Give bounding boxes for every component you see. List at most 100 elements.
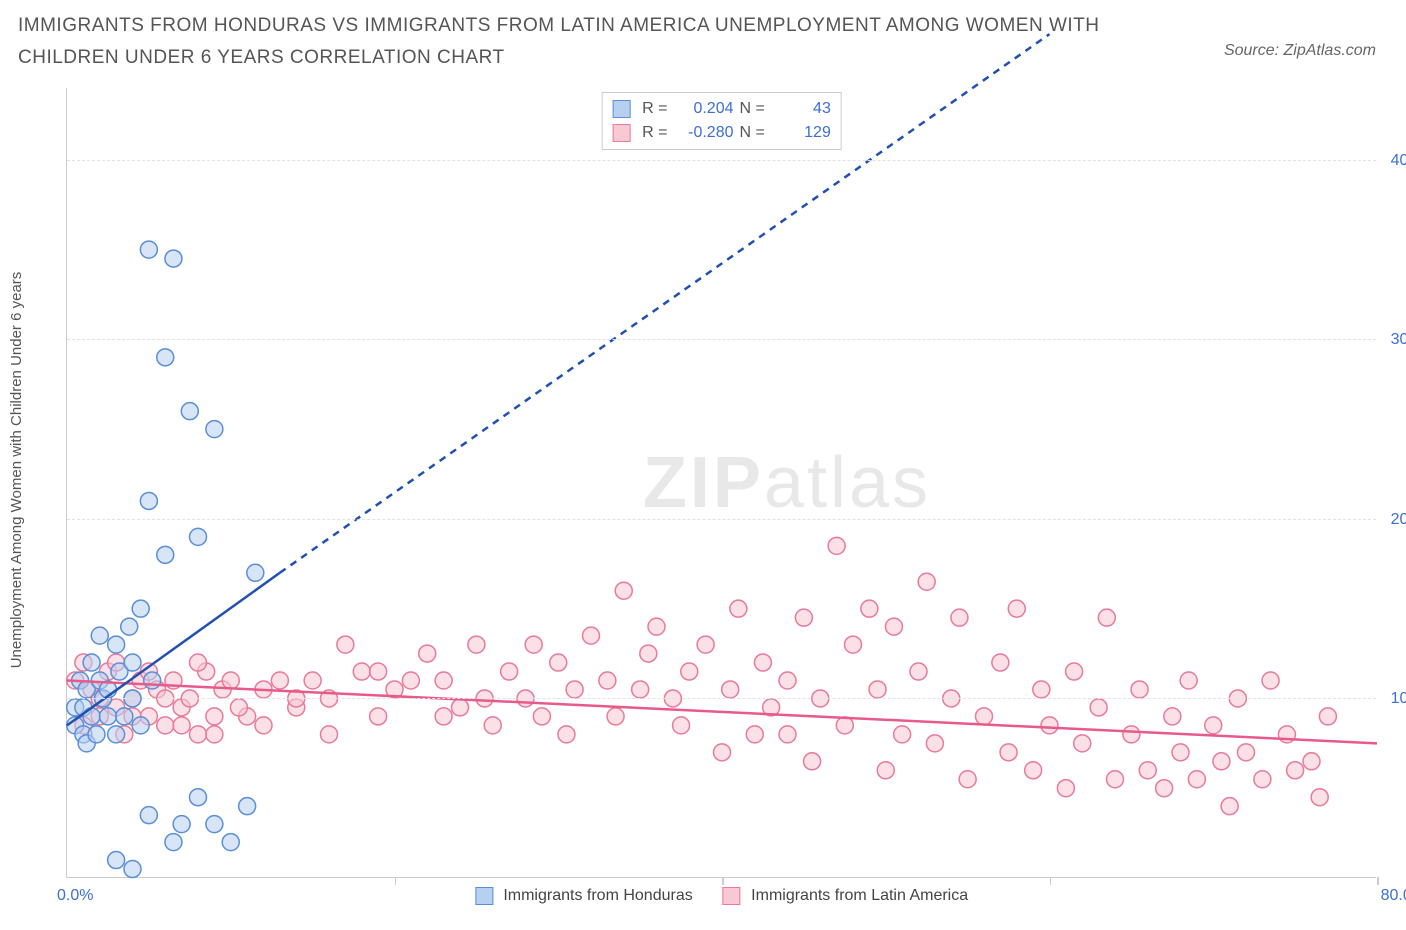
data-point [1008, 600, 1025, 617]
data-point [190, 726, 207, 743]
gridline: 20.0% [67, 519, 1376, 520]
data-point [1033, 681, 1050, 698]
data-point [795, 609, 812, 626]
stats-legend: R = 0.204 N = 43 R = -0.280 N = 129 [601, 92, 842, 150]
data-point [206, 726, 223, 743]
x-axis-start-label: 0.0% [57, 887, 93, 905]
data-point [1066, 663, 1083, 680]
data-point [99, 708, 116, 725]
data-point [877, 762, 894, 779]
data-point [648, 618, 665, 635]
data-point [1287, 762, 1304, 779]
data-point [1172, 744, 1189, 761]
data-point [157, 717, 174, 734]
data-point [222, 672, 239, 689]
x-tick [395, 877, 397, 885]
data-point [1139, 762, 1156, 779]
data-point [583, 627, 600, 644]
data-point [1262, 672, 1279, 689]
data-point [468, 636, 485, 653]
data-point [124, 654, 141, 671]
y-tick-label: 10.0% [1391, 690, 1406, 708]
x-tick [722, 877, 724, 885]
legend-item-honduras: Immigrants from Honduras [475, 887, 693, 905]
data-point [1107, 771, 1124, 788]
data-point [484, 717, 501, 734]
data-point [1000, 744, 1017, 761]
data-point [976, 708, 993, 725]
data-point [640, 645, 657, 662]
data-point [615, 582, 632, 599]
data-point [140, 241, 157, 258]
data-point [754, 654, 771, 671]
data-point [1319, 708, 1336, 725]
data-point [190, 789, 207, 806]
data-point [271, 672, 288, 689]
data-point [599, 672, 616, 689]
data-point [1041, 717, 1058, 734]
data-point [1025, 762, 1042, 779]
data-point [959, 771, 976, 788]
data-point [1221, 798, 1238, 815]
data-point [173, 816, 190, 833]
data-point [558, 726, 575, 743]
data-point [173, 717, 190, 734]
data-point [419, 645, 436, 662]
data-point [566, 681, 583, 698]
data-point [190, 654, 207, 671]
data-point [681, 663, 698, 680]
data-point [435, 672, 452, 689]
y-axis-label: Unemployment Among Women with Children U… [8, 272, 25, 669]
data-point [697, 636, 714, 653]
data-point [533, 708, 550, 725]
series-legend: Immigrants from Honduras Immigrants from… [475, 887, 968, 905]
data-point [861, 600, 878, 617]
data-point [1074, 735, 1091, 752]
x-tick [1050, 877, 1052, 885]
swatch-latin-america-icon [612, 124, 630, 142]
stats-legend-row-latin-america: R = -0.280 N = 129 [612, 121, 831, 145]
data-point [1188, 771, 1205, 788]
data-point [1156, 780, 1173, 797]
data-point [157, 349, 174, 366]
source-attribution: Source: ZipAtlas.com [1224, 42, 1376, 60]
data-point [1205, 717, 1222, 734]
chart-title: IMMIGRANTS FROM HONDURAS VS IMMIGRANTS F… [18, 10, 1118, 75]
data-point [910, 663, 927, 680]
swatch-honduras-icon [475, 887, 493, 905]
data-point [1303, 753, 1320, 770]
data-point [370, 663, 387, 680]
data-point [992, 654, 1009, 671]
data-point [1057, 780, 1074, 797]
data-point [121, 618, 138, 635]
data-point [247, 564, 264, 581]
data-point [116, 708, 133, 725]
data-point [83, 654, 100, 671]
plot-svg [67, 88, 1376, 877]
y-tick-label: 40.0% [1391, 152, 1406, 170]
data-point [673, 717, 690, 734]
data-point [124, 861, 141, 878]
data-point [452, 699, 469, 716]
data-point [746, 726, 763, 743]
data-point [1180, 672, 1197, 689]
data-point [1164, 708, 1181, 725]
data-point [918, 573, 935, 590]
data-point [779, 726, 796, 743]
data-point [1090, 699, 1107, 716]
gridline: 30.0% [67, 339, 1376, 340]
data-point [828, 537, 845, 554]
data-point [165, 834, 182, 851]
data-point [304, 672, 321, 689]
data-point [1238, 744, 1255, 761]
data-point [206, 421, 223, 438]
data-point [132, 600, 149, 617]
legend-item-latin-america: Immigrants from Latin America [723, 887, 968, 905]
data-point [1213, 753, 1230, 770]
data-point [402, 672, 419, 689]
data-point [951, 609, 968, 626]
data-point [550, 654, 567, 671]
data-point [108, 726, 125, 743]
data-point [714, 744, 731, 761]
stats-legend-row-honduras: R = 0.204 N = 43 [612, 97, 831, 121]
